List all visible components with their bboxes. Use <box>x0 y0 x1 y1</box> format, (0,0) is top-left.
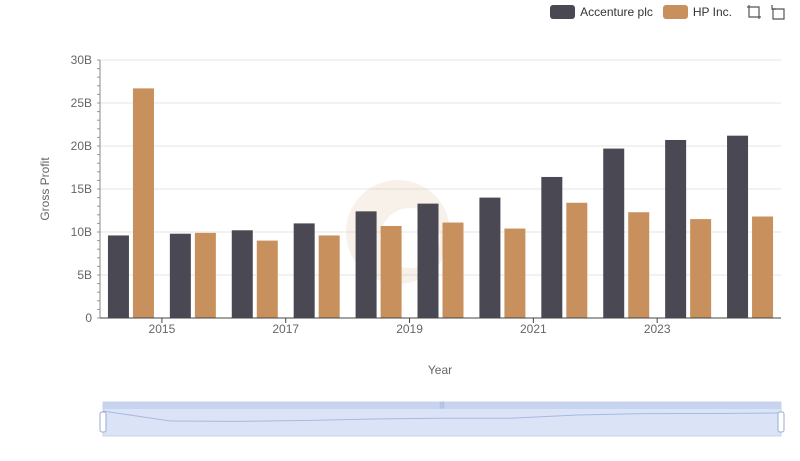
x-tick-label: 2017 <box>272 322 299 336</box>
legend-item-hp[interactable]: HP Inc. <box>662 5 732 19</box>
bar-accenture-2019 <box>417 203 439 318</box>
bar-accenture-2017 <box>293 223 315 318</box>
bar-accenture-2021 <box>541 176 563 318</box>
legend-item-accenture[interactable]: Accenture plc <box>550 5 653 19</box>
bars <box>107 88 774 318</box>
bar-hp-2024 <box>752 216 774 318</box>
bar-accenture-2023 <box>665 139 687 318</box>
bar-accenture-2016 <box>231 230 253 318</box>
bar-accenture-2015 <box>169 233 191 318</box>
legend-label-accenture: Accenture plc <box>580 5 653 19</box>
data-zoom-grip: ||| <box>439 402 445 409</box>
y-tick-label: 15B <box>71 182 92 196</box>
y-tick-label: 5B <box>77 268 92 282</box>
bar-hp-2019 <box>442 222 464 318</box>
y-tick-label: 10B <box>71 225 92 239</box>
x-tick-label: 2021 <box>520 322 547 336</box>
x-axis-label: Year <box>428 363 452 377</box>
bar-accenture-2014 <box>107 235 129 318</box>
toolbox <box>746 4 786 20</box>
x-tick-label: 2015 <box>149 322 176 336</box>
legend: Accenture plc HP Inc. <box>550 4 786 20</box>
y-tick-label: 25B <box>71 96 92 110</box>
bar-hp-2023 <box>690 219 712 318</box>
zoom-icon[interactable] <box>746 4 762 20</box>
data-zoom-left-handle[interactable] <box>99 411 107 433</box>
x-tick-label: 2019 <box>396 322 423 336</box>
bar-accenture-2022 <box>603 148 625 318</box>
bar-hp-2016 <box>256 240 278 318</box>
legend-swatch-hp <box>662 5 688 19</box>
bar-hp-2020 <box>504 228 526 318</box>
bar-accenture-2020 <box>479 197 501 318</box>
y-tick-label: 30B <box>71 53 92 67</box>
x-tick-labels: 2015 2017 2019 2021 2023 <box>149 322 671 336</box>
restore-icon[interactable] <box>770 4 786 20</box>
y-axis-label: Gross Profit <box>38 157 52 221</box>
y-tick-labels: 0 5B 10B 15B 20B 25B 30B <box>71 53 93 325</box>
axes <box>97 59 781 323</box>
bar-hp-2014 <box>132 88 154 318</box>
bar-accenture-2024 <box>727 135 749 318</box>
bar-accenture-2018 <box>355 211 377 318</box>
bar-hp-2015 <box>194 232 216 318</box>
x-tick-label: 2023 <box>644 322 671 336</box>
data-zoom-right-handle[interactable] <box>777 411 785 433</box>
legend-label-hp: HP Inc. <box>692 5 732 19</box>
bar-hp-2022 <box>628 212 650 318</box>
data-zoom-preview-line <box>102 410 782 422</box>
bar-hp-2017 <box>318 235 340 318</box>
legend-swatch-accenture <box>550 5 576 19</box>
y-tick-label: 0 <box>85 311 92 325</box>
bar-hp-2018 <box>380 225 402 318</box>
bar-hp-2021 <box>566 202 588 318</box>
y-tick-label: 20B <box>71 139 92 153</box>
data-zoom-slider[interactable]: ||| <box>99 401 785 437</box>
data-zoom-bar <box>103 402 781 409</box>
